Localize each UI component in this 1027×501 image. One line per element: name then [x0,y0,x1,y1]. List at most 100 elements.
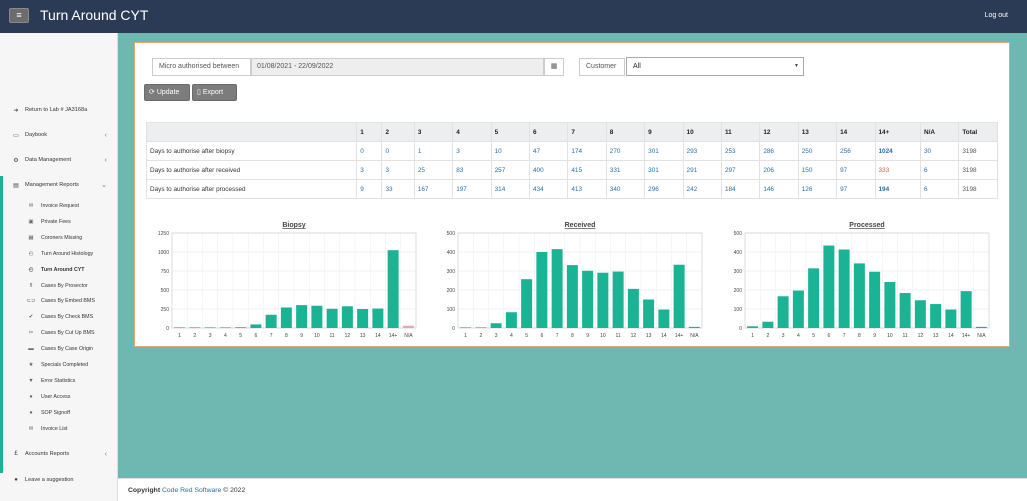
bar[interactable] [460,327,472,328]
sidebar-subitem[interactable]: ✂ Cases By Cut Up BMS [0,326,117,340]
bar[interactable] [777,296,789,328]
bar[interactable] [505,312,517,328]
export-button[interactable]: ▯ Export [192,84,237,101]
bar[interactable] [341,306,353,328]
table-cell-link[interactable]: 257 [490,160,530,180]
bar[interactable] [643,299,655,329]
bar[interactable] [490,323,502,328]
table-cell-link[interactable]: 25 [413,160,454,180]
sidebar-subitem[interactable]: ▼ Error Statistics [0,374,117,388]
table-cell-link[interactable]: 6 [919,179,960,199]
sidebar-subitem[interactable]: ▬ Cases By Case Origin [0,342,117,356]
table-cell-link[interactable]: 126 [797,179,838,199]
customer-select[interactable]: All ▼ [626,57,804,76]
sidebar-item[interactable]: ● Leave a suggestion [0,473,117,487]
bar[interactable] [250,324,262,328]
bar[interactable] [357,309,369,328]
table-cell-link[interactable]: 167 [413,179,454,199]
bar[interactable] [189,327,201,328]
bar[interactable] [204,327,216,328]
bar[interactable] [853,263,865,328]
table-cell-link[interactable]: 30 [919,141,960,161]
bar[interactable] [884,282,896,328]
bar[interactable] [914,300,926,328]
table-cell-link[interactable]: 47 [528,141,569,161]
table-cell-link[interactable]: 184 [720,179,761,199]
footer-company-link[interactable]: Code Red Software [161,487,222,494]
table-cell-link[interactable]: 270 [605,141,646,161]
bar[interactable] [311,305,323,328]
sidebar-item[interactable]: ▤ Management Reports ⌄ [0,178,117,192]
sidebar-subitem[interactable]: ● User Access [0,390,117,404]
sidebar-subitem[interactable]: ◴ Turn Around Histology [0,247,117,261]
table-cell-link[interactable]: 296 [644,179,684,199]
table-cell-link[interactable]: 197 [452,179,492,199]
sidebar-subitem[interactable]: ⚱ Cases By Prosector [0,279,117,293]
table-cell-link[interactable]: 3 [381,160,415,180]
table-cell-link[interactable]: 314 [490,179,530,199]
table-cell-link[interactable]: 340 [605,179,646,199]
sidebar-subitem[interactable]: ▣ Private Fees [0,215,117,229]
table-cell-link[interactable]: 400 [528,160,569,180]
table-cell-link[interactable]: 286 [759,141,799,161]
table-cell-link[interactable]: 301 [644,141,684,161]
table-cell-link[interactable]: 1024 [874,141,921,161]
table-cell-link[interactable]: 253 [720,141,761,161]
table-cell-link[interactable]: 291 [682,160,722,180]
table-cell-link[interactable]: 6 [919,160,960,180]
bar[interactable] [326,308,338,328]
bar[interactable] [792,290,804,328]
table-cell-link[interactable]: 1 [413,141,454,161]
bar[interactable] [658,309,670,328]
bar[interactable] [627,288,639,328]
table-cell-link[interactable]: 331 [605,160,646,180]
sidebar-subitem[interactable]: ★ Specials Completed [0,358,117,372]
table-cell-link[interactable]: 297 [720,160,761,180]
table-cell-link[interactable]: 150 [797,160,838,180]
table-cell-link[interactable]: 0 [381,141,415,161]
bar[interactable] [280,307,292,328]
sidebar-subitem[interactable]: ✔ Cases By Check BMS [0,310,117,324]
hamburger-icon[interactable]: ≡ [9,8,29,23]
table-cell-link[interactable]: 194 [874,179,921,199]
bar[interactable] [960,291,972,328]
table-cell-link[interactable]: 146 [759,179,799,199]
table-cell-link[interactable]: 256 [836,141,876,161]
bar[interactable] [296,305,308,328]
bar[interactable] [899,293,911,328]
table-cell-link[interactable]: 97 [836,179,876,199]
bar[interactable] [582,270,594,328]
update-button[interactable]: ⟳ Update [144,84,190,101]
bar[interactable] [869,271,881,328]
date-range-input[interactable]: 01/08/2021 - 22/09/2022 [251,58,544,76]
table-cell-link[interactable]: 301 [644,160,684,180]
table-cell-link[interactable]: 242 [682,179,722,199]
logout-link[interactable]: Log out [984,12,1008,19]
sidebar-subitem[interactable]: ▦ Coroners Missing [0,231,117,245]
table-cell-link[interactable]: 333 [874,160,921,180]
sidebar-subitem[interactable]: ✉ Invoice Request [0,199,117,213]
sidebar-item[interactable]: ⚙ Data Management ‹ [0,153,117,167]
table-cell-link[interactable]: 3 [452,141,492,161]
bar[interactable] [235,327,247,328]
sidebar-subitem[interactable]: ● SOP Signoff [0,406,117,420]
table-cell-link[interactable]: 3 [356,160,383,180]
table-cell-link[interactable]: 434 [528,179,569,199]
bar[interactable] [265,314,277,328]
bar[interactable] [597,272,609,328]
bar[interactable] [174,327,186,328]
table-cell-link[interactable]: 33 [381,179,415,199]
bar[interactable] [551,249,563,328]
calendar-icon[interactable]: ▦ [544,58,564,76]
sidebar-item[interactable]: ▭ Daybook ‹ [0,128,117,142]
bar[interactable] [823,245,835,328]
bar[interactable] [536,252,548,328]
table-cell-link[interactable]: 83 [452,160,492,180]
table-cell-link[interactable]: 9 [356,179,383,199]
bar[interactable] [762,321,774,328]
table-cell-link[interactable]: 413 [567,179,607,199]
table-cell-link[interactable]: 10 [490,141,530,161]
bar[interactable] [688,326,700,328]
sidebar-subitem[interactable]: ◴ Turn Around CYT [0,263,117,277]
sidebar-item[interactable]: £ Accounts Reports ‹ [0,447,117,461]
